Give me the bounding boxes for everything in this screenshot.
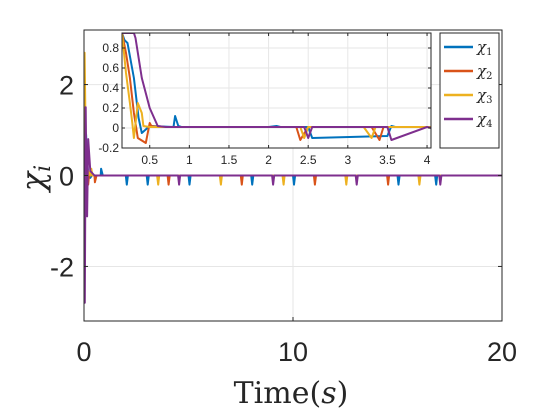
y-axis-label: χi — [14, 165, 56, 193]
y-axis-label-subscript: i — [31, 165, 56, 172]
svg-text:χi: χi — [14, 165, 56, 193]
inset-x-tick-label: 1 — [186, 153, 193, 167]
main-ticks — [83, 30, 503, 321]
inset-x-tick-label: 2.5 — [300, 153, 317, 167]
main-x-tick-label: 20 — [487, 337, 517, 367]
inset-ticks — [122, 33, 431, 149]
inset-y-tick-label: 0.4 — [102, 81, 119, 95]
x-axis-label: Time(s) — [234, 376, 349, 411]
main-x-tick-label: 10 — [278, 337, 308, 367]
inset-y-tick-label: 0.6 — [102, 61, 119, 75]
inset-tick-labels: 0.5 1 1.5 2 2.5 3 3.5 4 -0.2 0 0.2 0.4 0.6 0.8 — [98, 41, 430, 167]
legend-label-1: χ1 — [476, 38, 492, 58]
inset-series-line-4 — [122, 33, 431, 141]
inset-x-tick-label: 0.5 — [141, 153, 158, 167]
inset-plot-area — [122, 33, 431, 148]
inset-x-tick-label: 1.5 — [221, 153, 238, 167]
legend-label-2: χ2 — [476, 62, 492, 82]
inset-x-tick-label: 2 — [265, 153, 272, 167]
main-y-tick-label: 0 — [59, 162, 74, 192]
main-y-tick-label: 2 — [59, 71, 74, 101]
inset-y-tick-label: 0.8 — [102, 41, 119, 55]
main-series-lines — [84, 51, 502, 304]
inset-x-tick-label: 3.5 — [379, 153, 396, 167]
inset-axes-box — [121, 32, 432, 149]
inset-y-tick-label: 0 — [112, 121, 119, 135]
main-series-line-4 — [84, 106, 502, 304]
main-y-tick-label: -2 — [50, 252, 74, 282]
legend-label-4: χ4 — [476, 110, 492, 130]
main-tick-labels: 0 10 20-202 — [50, 71, 517, 367]
main-x-tick-label: 0 — [76, 337, 91, 367]
inset-y-tick-label: 0.2 — [102, 101, 119, 115]
y-axis-label-main: χ — [14, 170, 52, 193]
inset-y-tick-label: -0.2 — [98, 141, 119, 155]
inset-x-tick-label: 3 — [344, 153, 351, 167]
legend-label-3: χ3 — [476, 86, 492, 106]
inset-series-lines — [122, 33, 431, 144]
legend: χ1 χ2 χ3 χ4 — [439, 32, 500, 149]
inset-plot: 0.5 1 1.5 2 2.5 3 3.5 4 -0.2 0 0.2 0.4 0.6 0.8 — [98, 32, 432, 167]
legend-box — [439, 32, 500, 149]
inset-x-tick-label: 4 — [424, 153, 431, 167]
